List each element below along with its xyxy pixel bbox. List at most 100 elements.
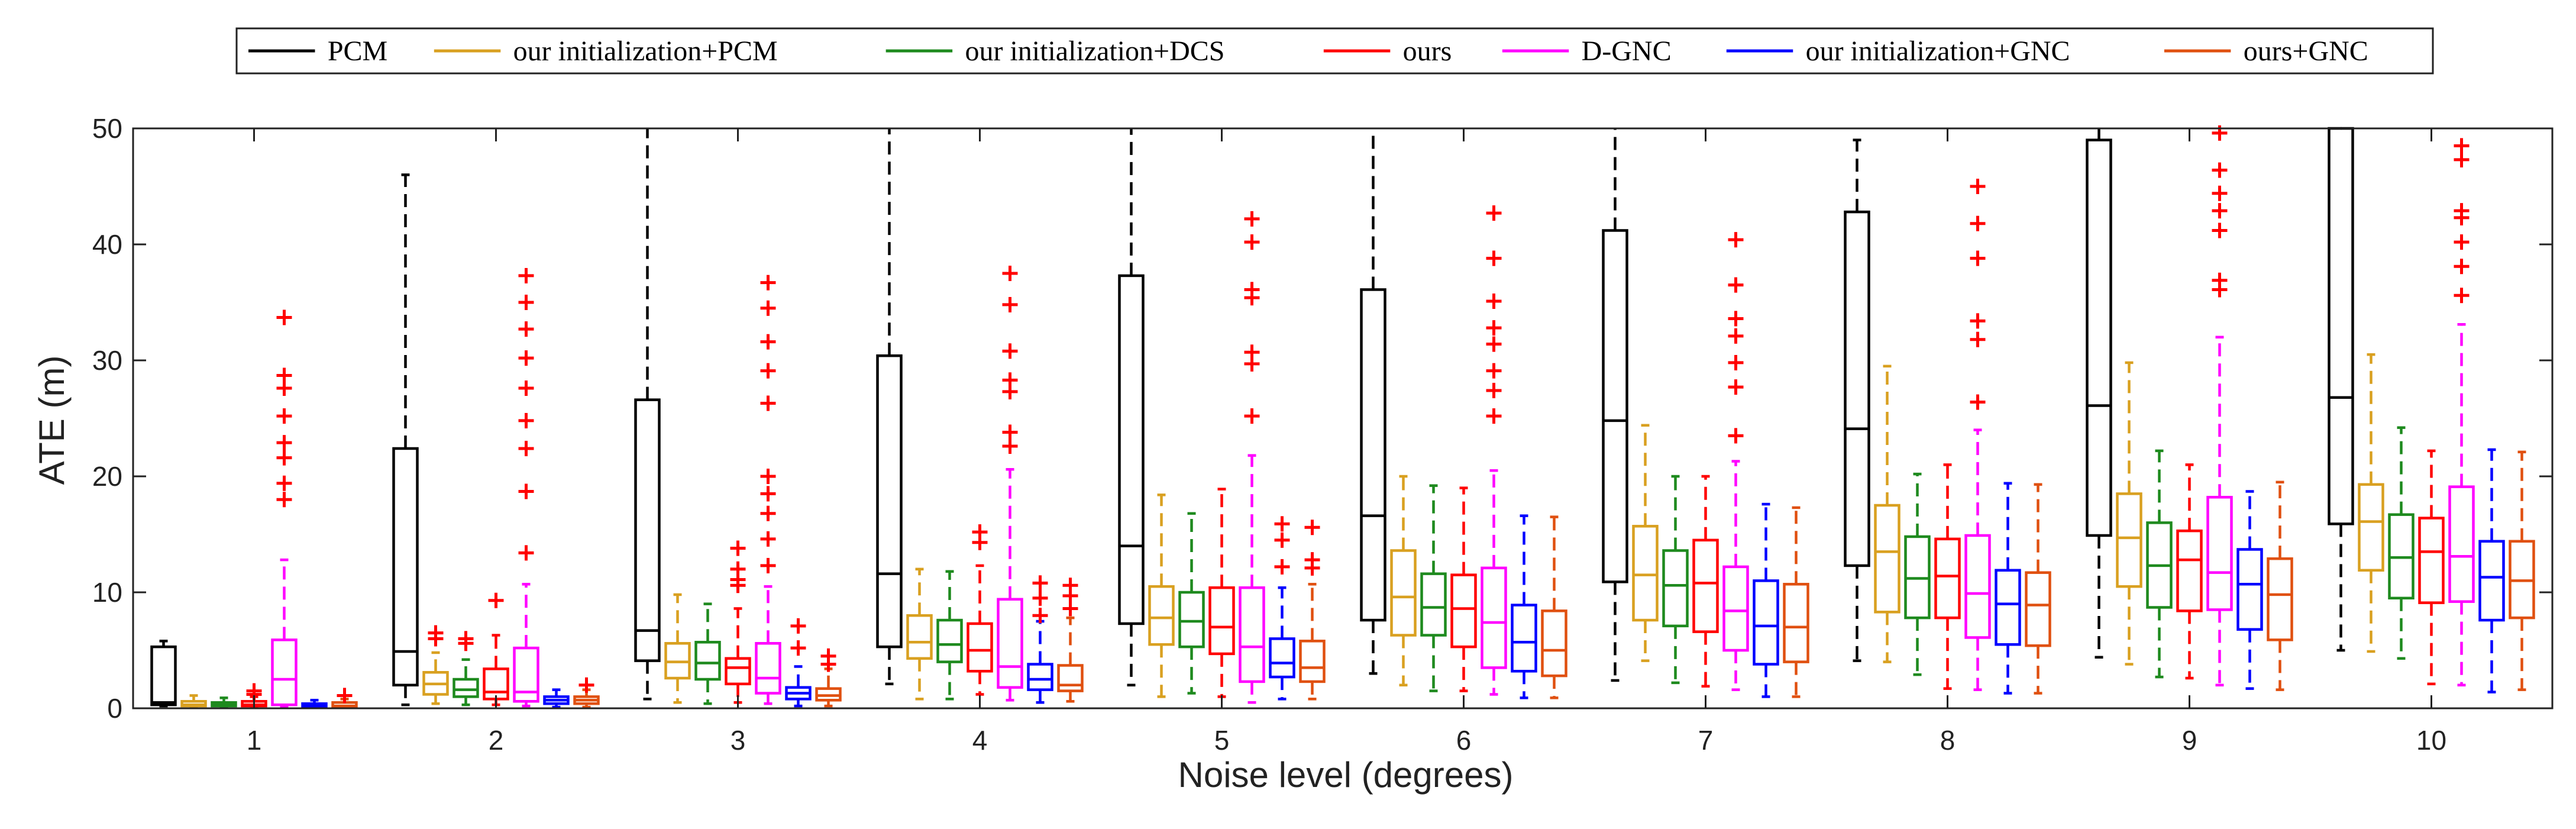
outlier-marker bbox=[1062, 578, 1078, 593]
outlier-marker bbox=[1304, 552, 1320, 568]
box-group bbox=[1934, 463, 1961, 690]
outlier-marker bbox=[276, 367, 292, 383]
legend: PCM our initialization+PCM our initializat… bbox=[235, 27, 2434, 75]
box bbox=[1753, 579, 1779, 666]
legend-label: our initialization+GNC bbox=[1806, 36, 2070, 67]
box-group bbox=[1904, 472, 1931, 676]
outlier-marker bbox=[2454, 259, 2470, 275]
box-group bbox=[392, 173, 419, 707]
box bbox=[634, 398, 661, 662]
y-tick-label: 0 bbox=[107, 693, 122, 724]
box bbox=[1722, 565, 1749, 652]
box-group bbox=[1602, 128, 1628, 682]
box-group bbox=[936, 570, 963, 701]
box bbox=[755, 641, 781, 695]
box bbox=[1239, 586, 1265, 683]
box bbox=[1481, 566, 1507, 669]
y-tick-label: 30 bbox=[92, 345, 122, 376]
outlier-marker bbox=[518, 380, 534, 396]
outlier-marker bbox=[2454, 234, 2470, 250]
outlier-marker bbox=[2212, 185, 2228, 201]
outlier-marker bbox=[276, 450, 292, 466]
series-our-initialization-dcs bbox=[211, 426, 2415, 709]
outlier-marker bbox=[1244, 344, 1260, 360]
x-tick-label: 9 bbox=[2182, 725, 2197, 756]
outlier-marker bbox=[488, 592, 504, 608]
legend-label: ours bbox=[1403, 36, 1452, 67]
outlier-marker bbox=[1970, 215, 1986, 231]
outlier-marker bbox=[1728, 354, 1744, 370]
series-ours bbox=[241, 449, 2445, 709]
box bbox=[1269, 637, 1295, 679]
box bbox=[2267, 557, 2293, 641]
y-tick-label: 20 bbox=[92, 461, 122, 492]
outlier-marker bbox=[1970, 331, 1986, 347]
box-group bbox=[543, 688, 570, 709]
outlier-marker bbox=[1486, 408, 1502, 424]
outlier-marker bbox=[518, 440, 534, 456]
box bbox=[271, 638, 298, 707]
outlier-marker bbox=[1002, 343, 1018, 359]
outlier-marker bbox=[760, 557, 776, 573]
box-group bbox=[422, 625, 449, 705]
box-group bbox=[2236, 490, 2263, 690]
box-group bbox=[1148, 493, 1175, 698]
box bbox=[2358, 483, 2384, 572]
outlier-marker bbox=[1486, 250, 1502, 266]
outlier-marker bbox=[428, 625, 444, 641]
outlier-marker bbox=[276, 435, 292, 451]
box-group bbox=[1178, 512, 1205, 695]
x-tick-label: 2 bbox=[489, 725, 504, 756]
box bbox=[2116, 492, 2142, 588]
legend-label: D-GNC bbox=[1582, 36, 1672, 67]
outlier-marker bbox=[760, 300, 776, 316]
box bbox=[1178, 591, 1205, 649]
y-tick-label: 40 bbox=[92, 229, 122, 260]
series-our-initialization-pcm bbox=[180, 353, 2384, 709]
box-group bbox=[2025, 483, 2051, 695]
box bbox=[1450, 573, 1477, 649]
x-tick-label: 10 bbox=[2416, 725, 2446, 756]
box bbox=[453, 678, 479, 698]
box bbox=[2206, 496, 2233, 611]
box-group bbox=[1390, 475, 1417, 687]
box-group bbox=[1511, 514, 1537, 699]
box-group bbox=[876, 128, 903, 686]
box-group bbox=[967, 524, 993, 696]
box-group bbox=[150, 640, 177, 708]
legend-item: ours+GNC bbox=[2164, 36, 2368, 67]
box-group bbox=[453, 631, 479, 707]
x-tick-label: 8 bbox=[1940, 725, 1956, 756]
outlier-marker bbox=[972, 524, 988, 540]
box-group bbox=[1783, 506, 1809, 698]
box bbox=[2418, 517, 2445, 604]
box-group bbox=[664, 593, 691, 704]
outlier-marker bbox=[578, 677, 594, 693]
box bbox=[2176, 529, 2203, 612]
x-tick-label: 6 bbox=[1456, 725, 1472, 756]
box bbox=[936, 618, 963, 663]
box-group bbox=[1027, 575, 1053, 704]
outlier-marker bbox=[337, 688, 353, 704]
box-group bbox=[1450, 486, 1477, 692]
box bbox=[1783, 583, 1809, 663]
outlier-marker bbox=[1970, 394, 1986, 410]
box bbox=[2236, 548, 2263, 631]
outlier-marker bbox=[1032, 590, 1048, 606]
outlier-marker bbox=[1486, 293, 1502, 309]
box-group bbox=[1662, 475, 1689, 685]
outlier-marker bbox=[1274, 516, 1290, 532]
box bbox=[1632, 525, 1659, 622]
outlier-marker bbox=[1002, 266, 1018, 281]
outlier-marker bbox=[2454, 288, 2470, 304]
box bbox=[906, 614, 933, 660]
box bbox=[1964, 534, 1991, 639]
outlier-marker bbox=[790, 618, 806, 634]
outlier-marker bbox=[518, 483, 534, 499]
outlier-marker bbox=[730, 561, 746, 577]
series-d-gnc bbox=[271, 125, 2475, 709]
box-group bbox=[725, 540, 751, 704]
outlier-marker bbox=[1002, 438, 1018, 454]
outlier-marker bbox=[1486, 205, 1502, 221]
legend-label: PCM bbox=[328, 36, 387, 67]
